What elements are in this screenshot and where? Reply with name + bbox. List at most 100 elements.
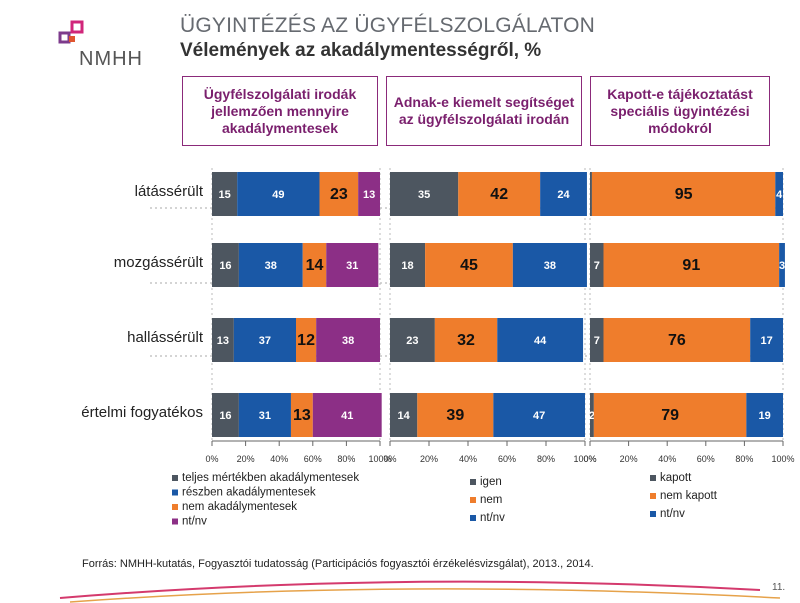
data-label: 31 bbox=[346, 260, 358, 272]
bar-segment bbox=[319, 172, 359, 216]
bar-segment bbox=[590, 318, 604, 362]
data-label: 23 bbox=[406, 335, 418, 347]
bar-segment bbox=[493, 393, 585, 437]
tick-label: 40% bbox=[459, 454, 477, 464]
category-label: látássérült bbox=[135, 183, 204, 200]
legend-label: részben akadálymentesek bbox=[182, 487, 316, 499]
legend-swatch bbox=[172, 518, 178, 525]
logo-square-orange bbox=[69, 36, 75, 42]
logo-text: NMHH bbox=[79, 48, 143, 70]
bar-segment bbox=[326, 243, 379, 287]
bar-segment bbox=[425, 243, 513, 287]
data-label: 3 bbox=[779, 260, 785, 272]
bar-segment bbox=[296, 318, 317, 362]
tick-label: 20% bbox=[420, 454, 438, 464]
data-label: 13 bbox=[293, 407, 311, 424]
bar-segment bbox=[540, 172, 587, 216]
data-label: 14 bbox=[398, 410, 411, 422]
legend-label: nt/nv bbox=[660, 508, 685, 520]
bar-segment bbox=[603, 318, 751, 362]
page-title: ÜGYINTÉZÉS AZ ÜGYFÉLSZOLGÁLATON bbox=[180, 14, 596, 37]
tick-label: 0% bbox=[383, 454, 396, 464]
bar-segment bbox=[593, 393, 747, 437]
legend-label: nem kapott bbox=[660, 490, 718, 502]
tick-label: 40% bbox=[658, 454, 676, 464]
tick-label: 20% bbox=[620, 454, 638, 464]
data-label: 95 bbox=[675, 186, 693, 203]
data-label: 16 bbox=[219, 410, 231, 422]
data-label: 12 bbox=[297, 332, 315, 349]
bar-segment bbox=[512, 243, 587, 287]
bar-segment bbox=[312, 393, 382, 437]
data-label: 17 bbox=[760, 335, 772, 347]
tick-label: 0% bbox=[205, 454, 218, 464]
data-label: 42 bbox=[490, 186, 508, 203]
tick-label: 80% bbox=[337, 454, 355, 464]
bar-segment bbox=[417, 393, 494, 437]
legend-swatch bbox=[470, 497, 476, 503]
bar-segment bbox=[779, 243, 785, 287]
tick-label: 20% bbox=[237, 454, 255, 464]
data-label: 23 bbox=[330, 186, 348, 203]
data-label: 45 bbox=[460, 257, 478, 274]
nmhh-logo: NMHH bbox=[58, 20, 143, 70]
bar-segment bbox=[238, 243, 303, 287]
bar-segment bbox=[590, 393, 594, 437]
bar-segment bbox=[590, 243, 604, 287]
bar-segment bbox=[390, 243, 426, 287]
legend-label: nem bbox=[480, 494, 502, 506]
bar-segment bbox=[302, 243, 327, 287]
data-label: 35 bbox=[418, 189, 430, 201]
data-label: 13 bbox=[217, 335, 229, 347]
tick-label: 60% bbox=[498, 454, 516, 464]
bar-segment bbox=[390, 393, 418, 437]
legend-swatch bbox=[172, 489, 178, 496]
data-label: 19 bbox=[759, 410, 771, 422]
tick-label: 100% bbox=[573, 454, 596, 464]
category-label: hallássérült bbox=[127, 329, 204, 346]
source-note: Forrás: NMHH-kutatás, Fogyasztói tudatos… bbox=[82, 558, 594, 570]
bar-segment bbox=[775, 172, 783, 216]
bar-segment bbox=[750, 318, 783, 362]
legend-label: nt/nv bbox=[182, 516, 207, 528]
category-label: értelmi fogyatékos bbox=[81, 404, 203, 421]
legend-label: nt/nv bbox=[480, 512, 505, 524]
bar-segment bbox=[233, 318, 296, 362]
data-label: 41 bbox=[341, 410, 353, 422]
footer-wave bbox=[59, 580, 761, 599]
bar-segment bbox=[434, 318, 498, 362]
tick-label: 100% bbox=[771, 454, 794, 464]
tick-label: 60% bbox=[304, 454, 322, 464]
bar-segment bbox=[212, 318, 234, 362]
bar-segment bbox=[458, 172, 541, 216]
page-subtitle: Vélemények az akadálymentességről, % bbox=[180, 40, 542, 61]
legend-label: kapott bbox=[660, 472, 692, 484]
data-label: 37 bbox=[259, 335, 271, 347]
bar-segment bbox=[358, 172, 380, 216]
legend-label: igen bbox=[480, 476, 502, 488]
tick-label: 60% bbox=[697, 454, 715, 464]
bar-segment bbox=[603, 243, 780, 287]
question-box-3: Kapott-e tájékoztatást speciális ügyinté… bbox=[590, 76, 770, 146]
legend-label: teljes mértékben akadálymentesek bbox=[182, 472, 359, 484]
bar-segment bbox=[390, 318, 435, 362]
page-number: 11. bbox=[772, 582, 786, 593]
bar-segment bbox=[316, 318, 380, 362]
data-label: 14 bbox=[306, 257, 324, 274]
data-label: 7 bbox=[594, 260, 600, 272]
legend-swatch bbox=[470, 479, 476, 485]
bar-segment bbox=[590, 172, 592, 216]
data-label: 24 bbox=[557, 189, 570, 201]
legend-label: nem akadálymentesek bbox=[182, 501, 297, 513]
data-label: 4 bbox=[776, 189, 783, 201]
category-label: mozgássérült bbox=[114, 254, 204, 271]
legend-swatch bbox=[470, 515, 476, 521]
data-label: 18 bbox=[401, 260, 413, 272]
question-box-1: Ügyfélszolgálati irodák jellemzően menny… bbox=[182, 76, 378, 146]
data-label: 39 bbox=[446, 407, 464, 424]
data-label: 44 bbox=[534, 335, 547, 347]
bar-segment bbox=[746, 393, 783, 437]
tick-label: 40% bbox=[270, 454, 288, 464]
bar-segment bbox=[212, 172, 238, 216]
